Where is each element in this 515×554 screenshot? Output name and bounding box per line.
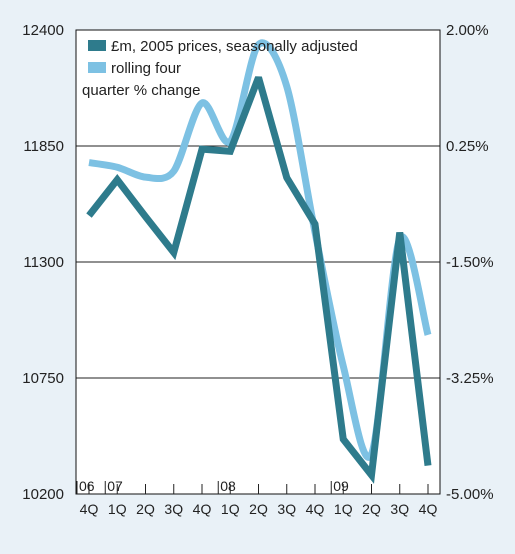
y-left-tick-label: 11850 xyxy=(23,138,64,155)
legend-swatch xyxy=(88,40,106,51)
y-axis-left: 12400 11850 11300 10750 10200 xyxy=(22,22,64,503)
legend-label: £m, 2005 prices, seasonally adjusted xyxy=(111,38,358,55)
x-tick-label: 1Q xyxy=(108,501,127,517)
y-left-tick-label: 11300 xyxy=(23,254,64,271)
y-left-tick-label: 12400 xyxy=(22,22,64,39)
x-tick-label: 4Q xyxy=(193,501,212,517)
legend-swatch xyxy=(88,62,106,73)
y-axis-right: 2.00% 0.25% -1.50% -3.25% -5.00% xyxy=(446,22,494,503)
x-tick-label: 3Q xyxy=(277,501,296,517)
y-right-tick-label: -3.25% xyxy=(446,370,494,387)
x-tick-label: 4Q xyxy=(419,501,438,517)
year-label: 07 xyxy=(107,478,123,494)
x-tick-label: 4Q xyxy=(80,501,99,517)
x-tick-label: 3Q xyxy=(164,501,183,517)
series-layer xyxy=(86,39,432,484)
year-label: 09 xyxy=(333,478,349,494)
x-tick-label: 2Q xyxy=(249,501,268,517)
x-axis: 4Q 1Q 2Q 3Q 4Q 1Q 2Q 3Q 4Q 1Q 2Q 3Q 4Q 06 07 08 09 xyxy=(76,478,438,517)
x-tick-label: 1Q xyxy=(334,501,353,517)
year-label: 08 xyxy=(220,478,236,494)
y-right-tick-label: -1.50% xyxy=(446,254,494,271)
x-tick-label: 2Q xyxy=(136,501,155,517)
y-left-tick-label: 10750 xyxy=(22,370,64,387)
year-label: 06 xyxy=(79,478,95,494)
legend-label: quarter % change xyxy=(82,82,200,99)
y-right-tick-label: 2.00% xyxy=(446,22,489,39)
y-right-tick-label: 0.25% xyxy=(446,138,489,155)
y-left-tick-label: 10200 xyxy=(22,486,64,503)
y-right-tick-label: -5.00% xyxy=(446,486,494,503)
x-tick-label: 4Q xyxy=(306,501,325,517)
series-line-prices xyxy=(86,76,432,484)
legend-label: rolling four xyxy=(111,60,181,77)
legend: £m, 2005 prices, seasonally adjusted roll… xyxy=(82,38,358,99)
x-tick-label: 3Q xyxy=(390,501,409,517)
x-tick-label: 1Q xyxy=(221,501,240,517)
x-tick-label: 2Q xyxy=(362,501,381,517)
